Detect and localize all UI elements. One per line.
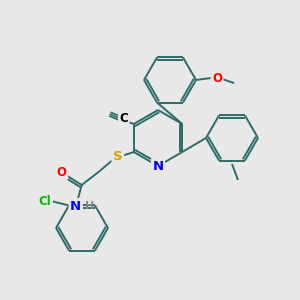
- Text: N: N: [152, 160, 164, 172]
- Text: O: O: [57, 166, 67, 178]
- Text: Cl: Cl: [39, 195, 51, 208]
- Text: N: N: [70, 200, 81, 212]
- Text: C: C: [119, 112, 128, 125]
- Text: S: S: [113, 151, 123, 164]
- Text: O: O: [212, 71, 222, 85]
- Text: H: H: [85, 201, 94, 211]
